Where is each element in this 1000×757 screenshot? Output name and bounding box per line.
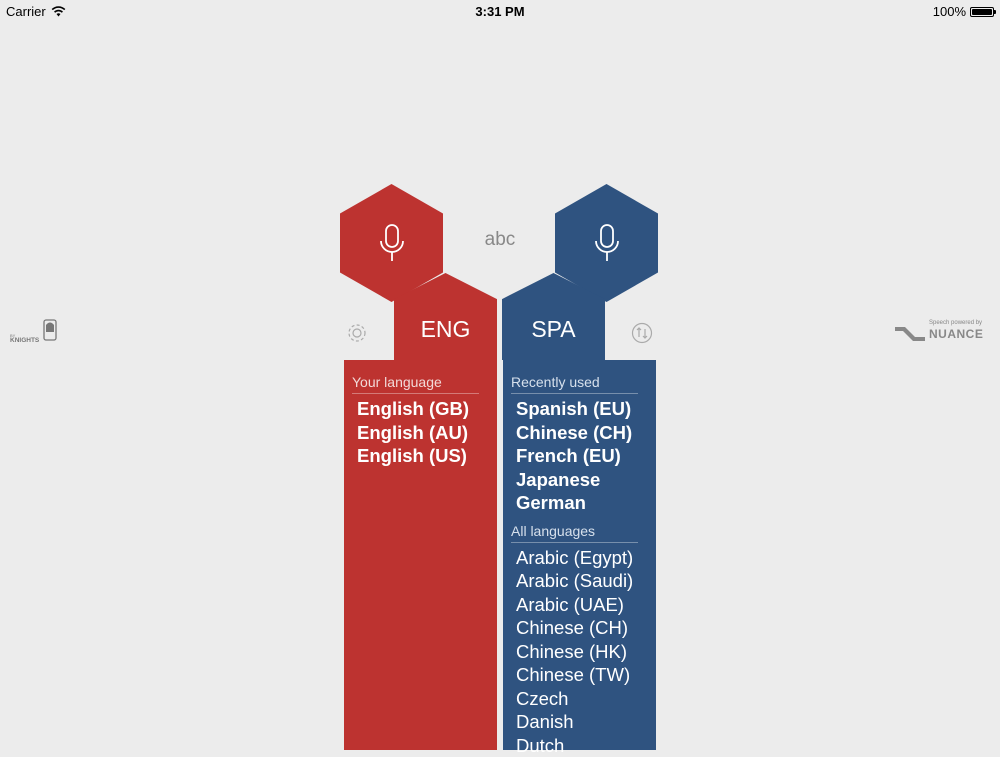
recently-used-header: Recently used	[511, 374, 638, 394]
nuance-brand: NUANCE	[929, 327, 983, 341]
list-item[interactable]: Chinese (TW)	[503, 663, 656, 687]
list-item[interactable]: English (GB)	[344, 397, 497, 421]
battery-percent: 100%	[933, 4, 966, 19]
list-item[interactable]: Czech	[503, 687, 656, 711]
target-language-list[interactable]: Recently used Spanish (EU) Chinese (CH) …	[503, 360, 656, 750]
source-language-code: ENG	[421, 316, 471, 360]
target-language-code: SPA	[531, 316, 575, 360]
nuance-logo: Speech powered by NUANCE	[893, 320, 985, 346]
list-item[interactable]: English (US)	[344, 444, 497, 468]
list-item[interactable]: Chinese (CH)	[503, 421, 656, 445]
swap-icon[interactable]	[631, 322, 653, 344]
list-item[interactable]: Arabic (Egypt)	[503, 546, 656, 570]
list-item[interactable]: Arabic (UAE)	[503, 593, 656, 617]
list-item[interactable]: Danish	[503, 710, 656, 734]
list-item[interactable]: Arabic (Saudi)	[503, 569, 656, 593]
microphone-icon	[378, 223, 406, 263]
status-bar: Carrier 3:31 PM 100%	[0, 0, 1000, 22]
list-item[interactable]: Dutch	[503, 734, 656, 757]
knights-logo: BY KNIGHTS	[8, 318, 60, 346]
all-languages-header: All languages	[511, 523, 638, 543]
source-language-list[interactable]: Your language English (GB) English (AU) …	[344, 360, 497, 750]
nuance-tagline: Speech powered by	[929, 320, 982, 326]
gear-icon[interactable]	[346, 322, 368, 344]
list-item[interactable]: Chinese (HK)	[503, 640, 656, 664]
clock: 3:31 PM	[0, 4, 1000, 19]
your-language-header: Your language	[352, 374, 479, 394]
list-item[interactable]: German	[503, 491, 656, 515]
battery-icon	[970, 7, 994, 17]
list-item[interactable]: Japanese	[503, 468, 656, 492]
list-item[interactable]: French (EU)	[503, 444, 656, 468]
list-item[interactable]: Spanish (EU)	[503, 397, 656, 421]
battery-group: 100%	[933, 4, 994, 19]
microphone-icon	[593, 223, 621, 263]
list-item[interactable]: English (AU)	[344, 421, 497, 445]
list-item[interactable]: Chinese (CH)	[503, 616, 656, 640]
keyboard-input-button[interactable]: abc	[470, 229, 530, 251]
svg-text:KNIGHTS: KNIGHTS	[10, 337, 40, 344]
